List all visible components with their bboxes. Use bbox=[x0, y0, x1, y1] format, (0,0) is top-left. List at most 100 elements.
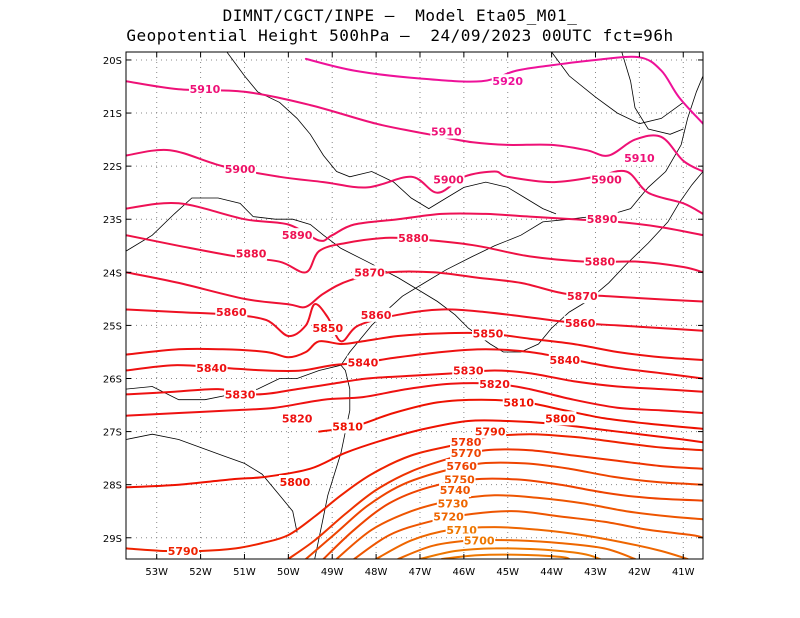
contour-line-5920 bbox=[304, 55, 703, 125]
lat-tick-label: 27S bbox=[103, 428, 122, 439]
contour-label-bg bbox=[450, 445, 483, 460]
contour-label: 5800 bbox=[545, 412, 576, 425]
contour-label-bg bbox=[195, 360, 228, 375]
contour-label: 5810 bbox=[503, 396, 534, 409]
contour-label: 5700 bbox=[464, 534, 495, 547]
contour-label-bg bbox=[360, 307, 393, 322]
contour-label-bg bbox=[566, 289, 599, 304]
contour-label-bg bbox=[439, 482, 472, 497]
coastline-segment bbox=[340, 171, 703, 353]
contour-line-5750 bbox=[335, 494, 703, 559]
contour-label-bg bbox=[445, 522, 478, 537]
contour-label: 5910 bbox=[431, 126, 462, 139]
map-title-line-2: Geopotential Height 500hPa – 24/09/2023 … bbox=[126, 26, 674, 45]
contour-label-bg bbox=[346, 355, 379, 370]
contour-label: 5880 bbox=[585, 256, 616, 269]
contour-label-bg bbox=[491, 74, 524, 89]
contour-label: 5820 bbox=[479, 378, 510, 391]
lon-tick-label: 53W bbox=[145, 567, 168, 578]
contour-label-bg bbox=[452, 363, 485, 378]
contour-line-5710 bbox=[419, 547, 601, 559]
contour-line-5720 bbox=[397, 538, 636, 559]
coastline-segment bbox=[621, 52, 684, 135]
contour-label-bg bbox=[353, 265, 386, 280]
contour-label-bg bbox=[548, 352, 581, 367]
lat-tick-label: 29S bbox=[103, 534, 122, 545]
contour-label: 5880 bbox=[236, 248, 267, 261]
contour-label-bg bbox=[278, 475, 311, 490]
contour-label-bg bbox=[235, 246, 268, 261]
contour-label-bg bbox=[224, 161, 257, 176]
contour-label: 5860 bbox=[216, 306, 247, 319]
lat-tick-label: 20S bbox=[103, 56, 122, 67]
lon-tick-label: 52W bbox=[189, 567, 212, 578]
contour-label-bg bbox=[502, 395, 535, 410]
contour-label-bg bbox=[471, 326, 504, 341]
lat-tick-label: 26S bbox=[103, 374, 122, 385]
contour-label: 5900 bbox=[433, 173, 464, 186]
contour-label: 5900 bbox=[225, 163, 256, 176]
contour-line-5850 bbox=[126, 331, 703, 361]
contour-label-bg bbox=[586, 212, 619, 227]
lat-tick-label: 24S bbox=[103, 268, 122, 279]
contour-label-bg bbox=[544, 411, 577, 426]
lon-tick-label: 50W bbox=[277, 567, 300, 578]
contour-label-bg bbox=[432, 509, 465, 524]
contour-label: 5890 bbox=[282, 229, 313, 242]
contour-line-5740 bbox=[353, 510, 703, 559]
contour-label: 5800 bbox=[280, 476, 311, 489]
map-frame bbox=[126, 52, 703, 559]
contour-line-5730 bbox=[375, 526, 689, 559]
contour-label: 5790 bbox=[475, 426, 506, 439]
contour-label: 5760 bbox=[446, 460, 477, 473]
contour-label: 5770 bbox=[451, 447, 482, 460]
coastline-segment bbox=[126, 433, 298, 533]
contour-label: 5880 bbox=[398, 232, 429, 245]
contour-label-bg bbox=[311, 321, 344, 336]
contour-line-5760 bbox=[322, 477, 703, 559]
lat-tick-label: 22S bbox=[103, 162, 122, 173]
contour-label: 5890 bbox=[587, 213, 618, 226]
contour-label-bg bbox=[430, 124, 463, 139]
contour-label: 5910 bbox=[190, 83, 221, 96]
contour-label-bg bbox=[224, 387, 257, 402]
contour-label-bg bbox=[436, 496, 469, 511]
contour-label: 5830 bbox=[225, 388, 256, 401]
contour-label: 5900 bbox=[591, 173, 622, 186]
contour-label: 5730 bbox=[438, 497, 469, 510]
contour-label: 5840 bbox=[549, 354, 580, 367]
contour-label: 5870 bbox=[567, 290, 598, 303]
lon-tick-label: 48W bbox=[365, 567, 388, 578]
contour-label: 5850 bbox=[313, 322, 344, 335]
lon-tick-label: 45W bbox=[496, 567, 519, 578]
contour-label-bg bbox=[478, 376, 511, 391]
contour-label-bg bbox=[583, 254, 616, 269]
contour-lines bbox=[126, 55, 703, 559]
contour-label: 5860 bbox=[565, 317, 596, 330]
coastline-segment bbox=[226, 52, 557, 215]
lat-tick-label: 28S bbox=[103, 481, 122, 492]
lon-tick-label: 47W bbox=[409, 567, 432, 578]
contour-label: 5920 bbox=[492, 75, 523, 88]
contour-label-bg bbox=[397, 230, 430, 245]
contour-label: 5830 bbox=[453, 365, 484, 378]
contour-label: 5910 bbox=[624, 152, 655, 165]
contour-label-bg bbox=[215, 305, 248, 320]
contour-label: 5870 bbox=[354, 266, 385, 279]
contour-label-bg bbox=[623, 151, 656, 166]
lat-tick-label: 21S bbox=[103, 109, 122, 120]
contour-label: 5860 bbox=[361, 309, 392, 322]
contour-label: 5720 bbox=[433, 511, 464, 524]
contour-label-bg bbox=[432, 172, 465, 187]
lon-tick-label: 46W bbox=[453, 567, 476, 578]
contour-label-bg bbox=[590, 172, 623, 187]
lon-tick-label: 49W bbox=[321, 567, 344, 578]
coastline-segment bbox=[551, 52, 684, 125]
coastline-segment bbox=[126, 197, 342, 252]
lon-tick-label: 41W bbox=[672, 567, 695, 578]
contour-label-bg bbox=[443, 472, 476, 487]
lon-tick-label: 42W bbox=[628, 567, 651, 578]
contour-label-bg bbox=[331, 419, 364, 434]
